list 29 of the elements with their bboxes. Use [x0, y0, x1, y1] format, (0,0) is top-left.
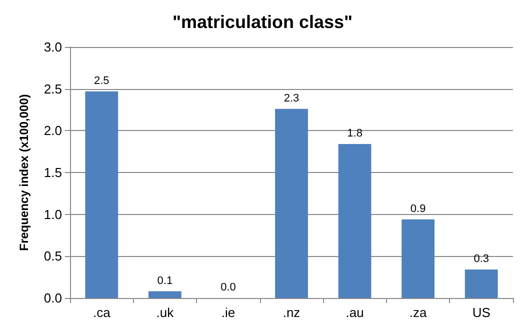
bar [338, 144, 372, 298]
x-tick-label: .ie [221, 305, 236, 320]
y-tick-label: 2.0 [44, 123, 62, 138]
bar [148, 291, 182, 298]
bar [464, 270, 498, 298]
x-tick-label: .ca [92, 305, 112, 320]
data-label: 1.8 [347, 128, 362, 140]
data-label: 0.0 [220, 282, 236, 294]
bar [85, 91, 118, 298]
x-tick-label: .za [409, 305, 428, 320]
data-label: 2.5 [94, 74, 110, 87]
x-tick-label: .au [346, 305, 364, 320]
x-tick-label: US [472, 305, 491, 320]
data-label: 0.3 [474, 253, 490, 266]
bar [402, 219, 435, 298]
y-tick-label: 2.5 [44, 81, 62, 96]
data-label: 0.1 [157, 274, 173, 287]
y-tick-label: 3.0 [44, 40, 62, 54]
bar [275, 108, 308, 298]
y-tick-label: 1.0 [44, 206, 62, 222]
y-tick-label: 0.5 [44, 248, 62, 264]
x-tick-label: .uk [156, 305, 174, 320]
y-tick-label: 0.0 [44, 290, 62, 306]
y-tick-label: 1.5 [44, 165, 62, 180]
y-axis-title: Frequency index (x100,000) [17, 94, 31, 251]
x-tick-label: .nz [282, 305, 300, 320]
data-label: 0.9 [410, 202, 426, 215]
chart-title: "matriculation class" [172, 12, 353, 32]
data-label: 2.3 [284, 92, 300, 104]
